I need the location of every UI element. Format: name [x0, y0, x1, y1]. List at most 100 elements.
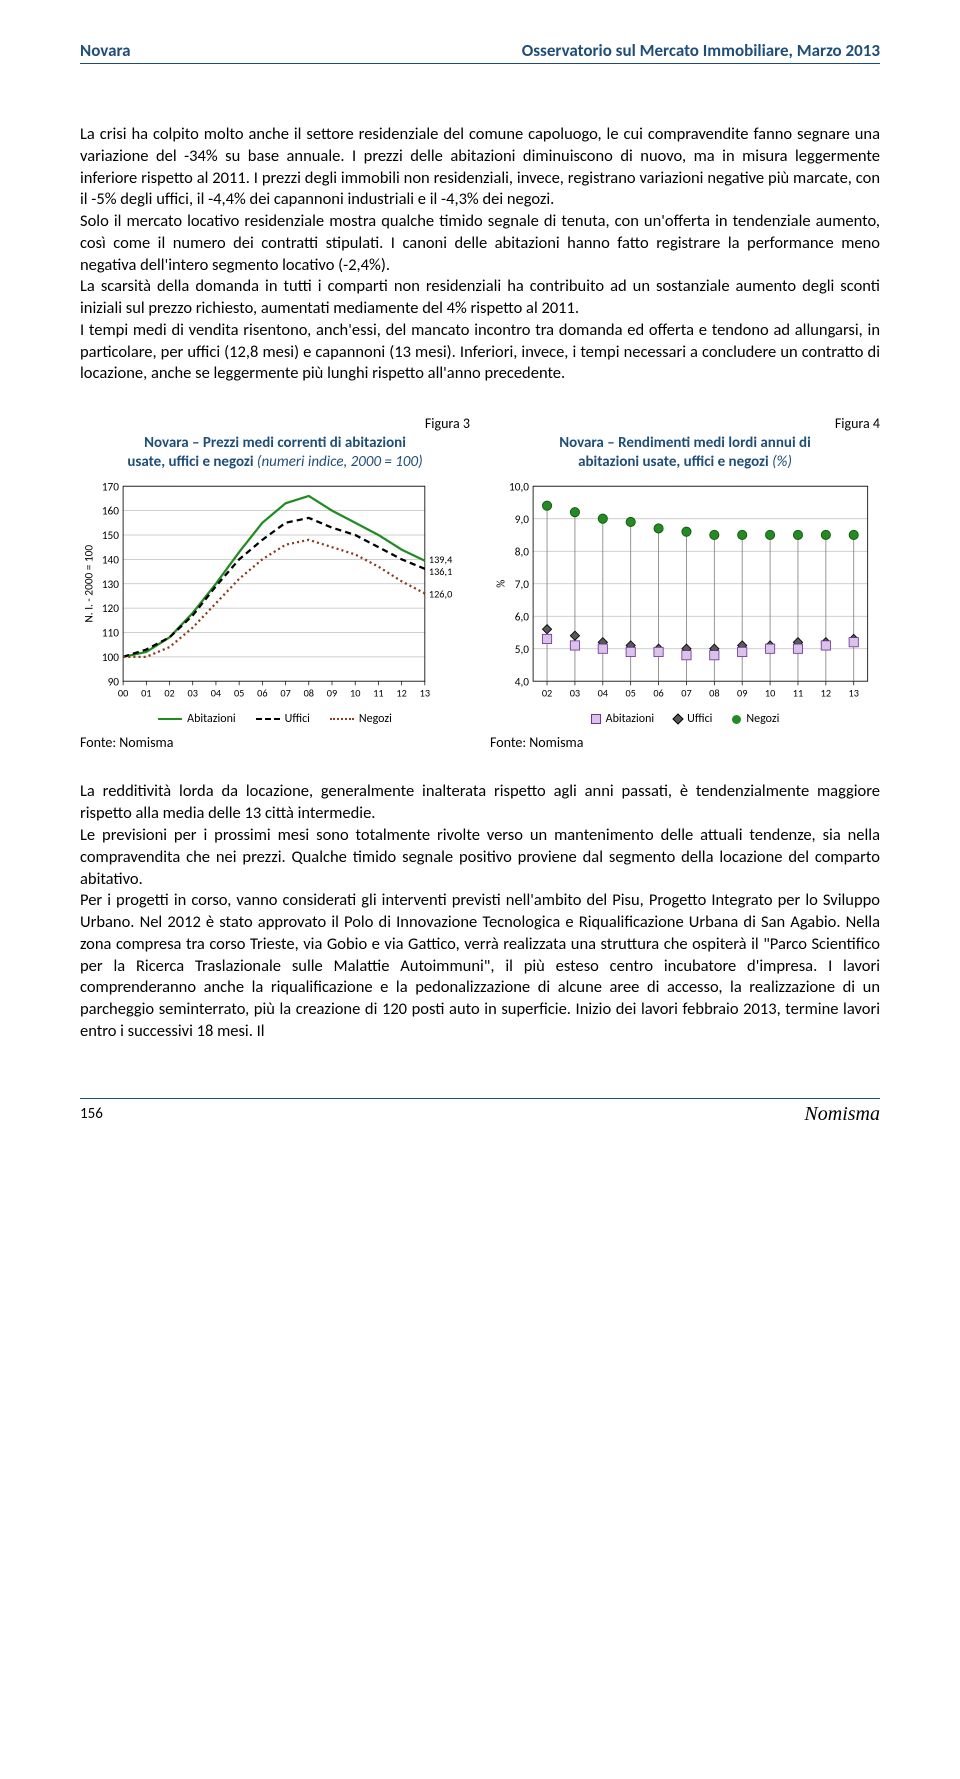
legend-r-negozi: Negozi [732, 712, 779, 726]
svg-text:09: 09 [327, 686, 337, 699]
svg-text:160: 160 [102, 504, 119, 518]
svg-text:02: 02 [542, 686, 552, 699]
swatch-diamond-icon [673, 714, 684, 725]
svg-text:136,1: 136,1 [429, 565, 452, 578]
svg-text:04: 04 [598, 686, 609, 699]
chart-right-svg-wrap: 4,0 5,0 6,0 7,0 8,0 9,0 10,0 02 03 04 05 06 07 08 09 10… [490, 478, 880, 709]
page-footer: 156 Nomisma [80, 1098, 880, 1126]
chart-right-title-italic: (%) [772, 453, 792, 471]
chart-right-fonte: Fonte: Nomisma [490, 734, 880, 751]
svg-text:08: 08 [709, 686, 719, 699]
legend-r-uffici: Uffici [674, 712, 712, 726]
svg-text:05: 05 [625, 686, 635, 699]
chart-right-title-2: abitazioni usate, uffici e negozi [578, 453, 772, 471]
legend-label: Abitazioni [187, 712, 236, 726]
legend-negozi: Negozi [330, 712, 392, 726]
chart-left-title: Novara – Prezzi medi correnti di abitazi… [80, 434, 470, 472]
svg-text:10: 10 [350, 686, 360, 699]
chart-right-legend: Abitazioni Uffici Negozi [490, 712, 880, 726]
chart-right-block: Figura 4 Novara – Rendimenti medi lordi … [490, 415, 880, 751]
svg-text:02: 02 [164, 686, 174, 699]
svg-text:7,0: 7,0 [515, 577, 530, 591]
svg-text:07: 07 [280, 686, 290, 699]
svg-text:13: 13 [849, 686, 859, 699]
swatch-dash-icon [256, 718, 280, 720]
svg-text:120: 120 [102, 602, 119, 616]
svg-text:06: 06 [653, 686, 663, 699]
svg-text:139,4: 139,4 [429, 553, 453, 566]
chart-left-title-2: usate, uffici e negozi [127, 453, 257, 471]
paragraph-4: I tempi medi di vendita risentono, anch'… [80, 320, 880, 385]
chart-right-svg: 4,0 5,0 6,0 7,0 8,0 9,0 10,0 02 03 04 05 06 07 08 09 10… [490, 478, 880, 704]
chart-left-fonte: Fonte: Nomisma [80, 734, 470, 751]
paragraph-2: Solo il mercato locativo residenziale mo… [80, 211, 880, 276]
page-header: Novara Osservatorio sul Mercato Immobili… [80, 40, 880, 64]
footer-brand: Nomisma [804, 1103, 880, 1126]
body-text-top: La crisi ha colpito molto anche il setto… [80, 124, 880, 385]
svg-text:11: 11 [793, 686, 803, 699]
svg-text:13: 13 [420, 686, 430, 699]
svg-text:01: 01 [141, 686, 151, 699]
legend-abitazioni: Abitazioni [158, 712, 236, 726]
chart-left-legend: Abitazioni Uffici Negozi [80, 712, 470, 726]
page-number: 156 [80, 1105, 103, 1123]
paragraph-6: Le previsioni per i prossimi mesi sono t… [80, 825, 880, 890]
svg-text:12: 12 [821, 686, 831, 699]
swatch-line-icon [158, 718, 182, 720]
legend-label: Abitazioni [606, 712, 655, 726]
svg-text:110: 110 [102, 626, 119, 640]
svg-text:4,0: 4,0 [515, 675, 530, 689]
legend-label: Uffici [285, 712, 310, 726]
svg-text:126,0: 126,0 [429, 587, 452, 600]
svg-text:11: 11 [373, 686, 383, 699]
svg-text:09: 09 [737, 686, 747, 699]
svg-text:150: 150 [102, 529, 119, 543]
svg-text:8,0: 8,0 [515, 545, 530, 559]
swatch-square-icon [591, 714, 601, 724]
svg-text:N. I. - 2000 = 100: N. I. - 2000 = 100 [82, 544, 96, 622]
svg-text:%: % [494, 579, 508, 587]
legend-label: Uffici [687, 712, 712, 726]
svg-text:00: 00 [118, 686, 128, 699]
svg-text:170: 170 [102, 480, 119, 494]
legend-uffici: Uffici [256, 712, 310, 726]
svg-text:9,0: 9,0 [515, 513, 530, 527]
chart-right-title: Novara – Rendimenti medi lordi annui di … [490, 434, 880, 472]
header-left: Novara [80, 40, 131, 61]
svg-text:06: 06 [257, 686, 267, 699]
svg-text:03: 03 [570, 686, 580, 699]
paragraph-3: La scarsità della domanda in tutti i com… [80, 276, 880, 320]
svg-text:10: 10 [765, 686, 775, 699]
header-right: Osservatorio sul Mercato Immobiliare, Ma… [522, 40, 880, 61]
chart-left-svg-wrap: 9010011012013014015016017000010203040506… [80, 478, 470, 709]
svg-text:5,0: 5,0 [515, 642, 530, 656]
swatch-dot-icon [330, 718, 354, 720]
svg-text:12: 12 [396, 686, 406, 699]
svg-text:10,0: 10,0 [509, 480, 529, 494]
legend-r-abitazioni: Abitazioni [591, 712, 655, 726]
chart-left-title-italic: (numeri indice, 2000 = 100) [257, 453, 423, 471]
paragraph-1: La crisi ha colpito molto anche il setto… [80, 124, 880, 211]
svg-text:6,0: 6,0 [515, 610, 530, 624]
charts-row: Figura 3 Novara – Prezzi medi correnti d… [80, 415, 880, 751]
body-text-bottom: La redditività lorda da locazione, gener… [80, 781, 880, 1042]
svg-text:140: 140 [102, 553, 119, 567]
legend-label: Negozi [359, 712, 392, 726]
chart-left-title-1: Novara – Prezzi medi correnti di abitazi… [144, 434, 406, 452]
svg-text:100: 100 [102, 651, 119, 665]
svg-text:07: 07 [681, 686, 691, 699]
chart-left-caption: Figura 3 [80, 415, 470, 432]
svg-text:130: 130 [102, 577, 119, 591]
chart-left-block: Figura 3 Novara – Prezzi medi correnti d… [80, 415, 470, 751]
svg-text:08: 08 [304, 686, 314, 699]
svg-text:05: 05 [234, 686, 244, 699]
paragraph-5: La redditività lorda da locazione, gener… [80, 781, 880, 825]
svg-text:04: 04 [211, 686, 222, 699]
swatch-circle-icon [732, 715, 741, 724]
paragraph-7: Per i progetti in corso, vanno considera… [80, 890, 880, 1042]
svg-text:03: 03 [188, 686, 198, 699]
chart-left-svg: 9010011012013014015016017000010203040506… [80, 478, 470, 704]
chart-right-caption: Figura 4 [490, 415, 880, 432]
chart-right-title-1: Novara – Rendimenti medi lordi annui di [559, 434, 811, 452]
legend-label: Negozi [746, 712, 779, 726]
